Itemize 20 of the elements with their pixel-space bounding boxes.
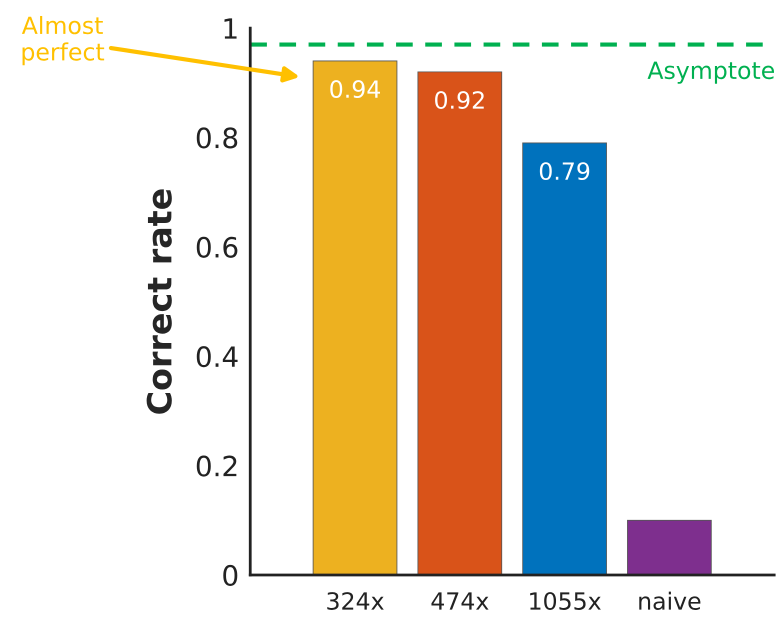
bar xyxy=(627,520,712,575)
data-label: 0.79 xyxy=(540,162,590,180)
text: Almost perfect xyxy=(22,16,104,66)
x-tick-label: 474x xyxy=(431,592,489,610)
bar xyxy=(522,142,607,575)
y-tick-label: 0.6 xyxy=(196,236,238,258)
x-tick-label: naive xyxy=(639,592,700,610)
data-label: 0.92 xyxy=(435,91,484,109)
y-tick-label: 0.2 xyxy=(196,456,236,477)
y-tick-label: 0 xyxy=(223,564,238,586)
ref-line-label: Asymptote xyxy=(648,62,774,84)
y-tick-label: 0.8 xyxy=(196,127,238,148)
bar xyxy=(312,60,398,575)
x-tick-label: 1055x xyxy=(530,592,601,610)
y-tick-label: 1 xyxy=(224,18,237,39)
x-tick-label: 324x xyxy=(327,592,384,610)
data-label: 0.94 xyxy=(330,80,380,98)
y-tick-label: 0.4 xyxy=(196,346,238,368)
y-axis-title: Correct rate xyxy=(146,189,172,414)
bar xyxy=(417,71,502,575)
